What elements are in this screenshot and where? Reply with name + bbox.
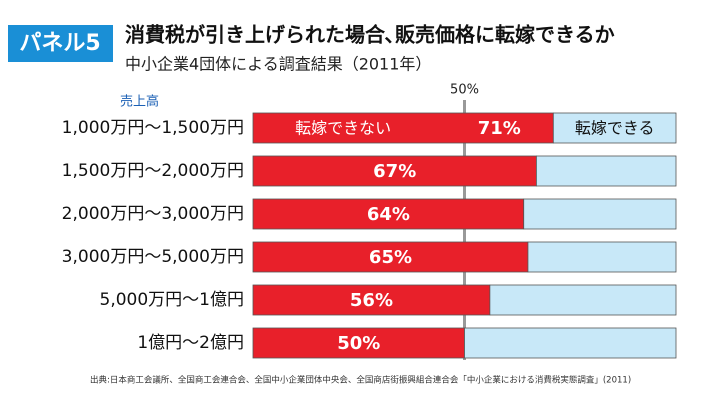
reference-label: 50% — [450, 83, 479, 98]
value-label: 65% — [369, 247, 412, 268]
bar-segment — [552, 112, 677, 144]
legend-label: 転嫁できる — [575, 119, 655, 138]
panel-label: パネル5 — [19, 31, 100, 56]
value-label: 50% — [337, 333, 380, 354]
bar-segment — [536, 155, 677, 187]
legend-label: 転嫁できない — [295, 119, 391, 138]
category-label: 2,000万円〜3,000万円 — [62, 204, 244, 224]
bar-segment — [489, 284, 677, 316]
bar-segment — [252, 284, 491, 316]
source: 出典:日本商工会議所、全国商工会連合会、全国中小企業団体中央会、全国商店街振興組… — [90, 375, 631, 386]
value-label: 71% — [478, 118, 521, 139]
bar-segment — [252, 112, 554, 144]
bar-segment — [252, 155, 537, 187]
category-label: 5,000万円〜1億円 — [100, 290, 244, 310]
category-label: 1億円〜2億円 — [137, 333, 244, 353]
bar-segment — [252, 241, 529, 273]
category-label: 3,000万円〜5,000万円 — [62, 247, 244, 267]
chart-title: 消費税が引き上げられた場合､販売価格に転嫁できるか — [125, 23, 615, 47]
axis-label: 売上高 — [120, 94, 159, 110]
value-label: 67% — [373, 161, 416, 182]
bar-segment — [464, 327, 677, 359]
value-label: 64% — [367, 204, 410, 225]
panel-badge — [8, 25, 113, 62]
chart-subtitle: 中小企業4団体による調査結果（2011年） — [125, 55, 431, 74]
category-label: 1,500万円〜2,000万円 — [62, 161, 244, 181]
bar-segment — [252, 198, 525, 230]
value-label: 56% — [350, 290, 393, 311]
bar-segment — [527, 241, 677, 273]
category-label: 1,000万円〜1,500万円 — [62, 118, 244, 138]
bar-segment — [523, 198, 677, 230]
